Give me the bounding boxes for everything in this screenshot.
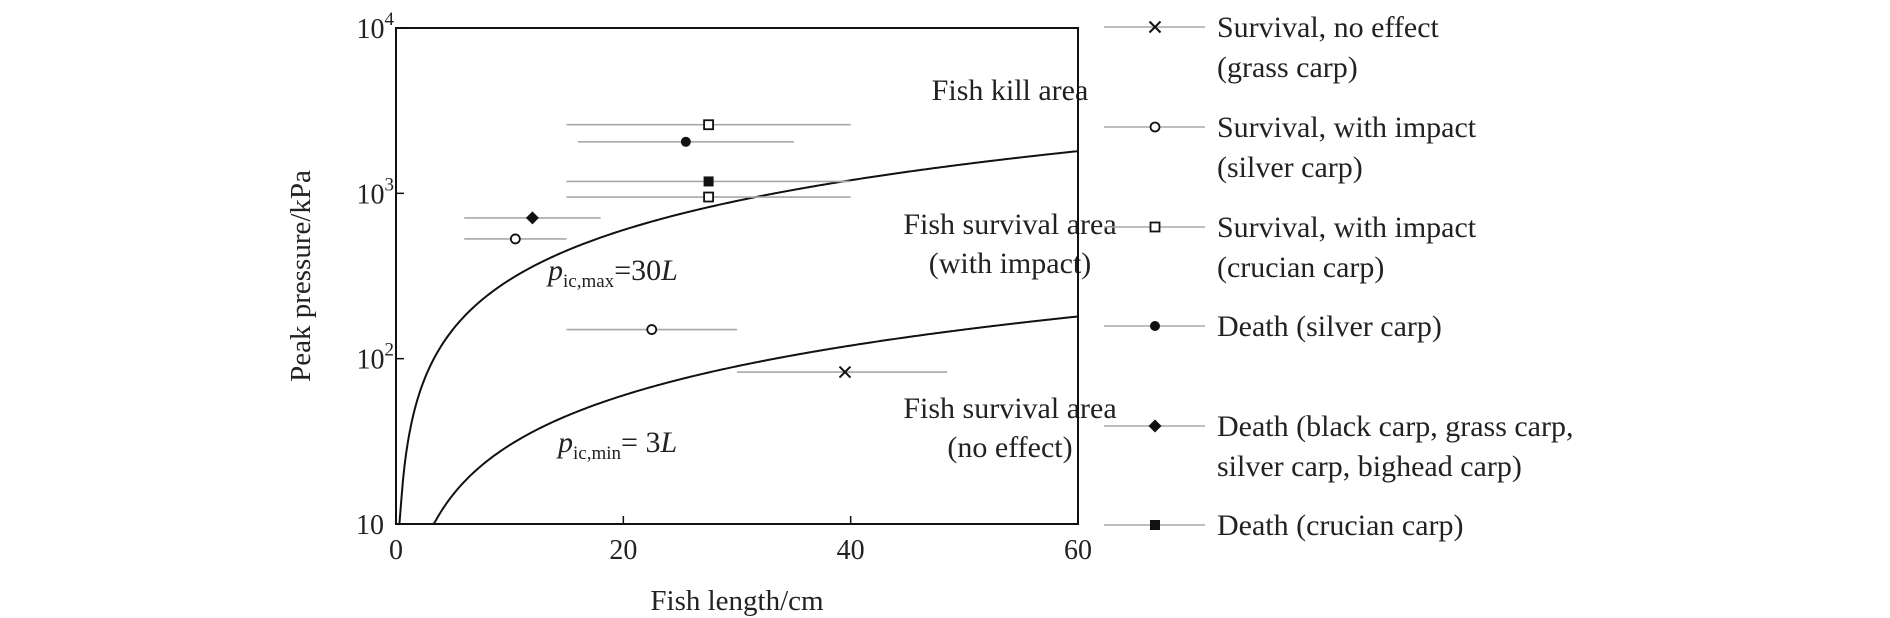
curve-label-1-var: L	[659, 426, 677, 459]
curve-label-0-rest: =30	[614, 254, 661, 287]
annotation-1: Fish survival area	[903, 208, 1116, 241]
legend-label-4-1: silver carp, bighead carp)	[1217, 450, 1522, 483]
curve-label-0: pic,max=30L	[546, 254, 678, 292]
curve-label-0-sub: ic,max	[563, 271, 615, 292]
series-2-point-1-marker	[703, 119, 714, 131]
plot-frame	[395, 27, 1079, 525]
legend-label-0-0: Survival, no effect	[1217, 11, 1440, 44]
legend: Survival, no effect (grass carp) Survival,…	[1104, 11, 1573, 542]
annotation-0: Fish kill area	[932, 74, 1089, 107]
annotation-2: (with impact)	[929, 247, 1091, 280]
legend-label-0-1: (grass carp)	[1217, 51, 1358, 84]
curve-pic-max	[396, 150, 1079, 525]
curve-label-1-p: p	[556, 426, 573, 459]
series-5-point-0-marker	[703, 176, 714, 187]
series-2-point-0-marker	[703, 191, 714, 203]
y-tick-label-2: 103	[357, 174, 395, 210]
legend-label-2-0: Survival, with impact	[1217, 211, 1477, 244]
curve-label-1-rest: = 3	[621, 426, 660, 459]
plot-area: Fish kill area Fish survival area (with im…	[396, 74, 1117, 525]
series-3-point-0-marker	[680, 136, 691, 147]
y-tick-label-3: 104	[357, 9, 395, 45]
legend-label-3-0: Death (silver carp)	[1217, 310, 1442, 343]
curve-label-0-var: L	[660, 254, 678, 287]
legend-marker-4	[1148, 419, 1162, 433]
y-tick-base-0: 10	[356, 510, 384, 541]
annotation-3: Fish survival area	[903, 392, 1116, 425]
series-1-point-0-marker	[509, 233, 521, 245]
x-tick-label-1: 20	[609, 535, 637, 566]
y-tick-label-1: 102	[357, 340, 395, 376]
annotation-4: (no effect)	[947, 431, 1072, 464]
x-axis-label: Fish length/cm	[650, 585, 824, 617]
legend-marker-0-stroke-b	[1148, 20, 1162, 34]
legend-label-4-0: Death (black carp, grass carp,	[1217, 410, 1573, 443]
curve-pic-min	[396, 315, 1079, 525]
y-tick-base-1: 10	[357, 345, 385, 376]
legend-marker-3	[1150, 321, 1160, 331]
legend-label-1-0: Survival, with impact	[1217, 111, 1477, 144]
y-tick-base-2: 10	[357, 179, 385, 210]
legend-marker-1	[1149, 121, 1161, 133]
y-tick-exp-2: 3	[385, 174, 395, 195]
y-tick-exp-3: 4	[385, 9, 395, 30]
y-axis-label: Peak pressure/kPa	[285, 170, 317, 382]
series-1-point-1-marker	[646, 324, 658, 335]
y-tick-base-3: 10	[357, 14, 385, 45]
legend-label-1-1: (silver carp)	[1217, 151, 1363, 184]
legend-label-2-1: (crucian carp)	[1217, 251, 1384, 284]
legend-marker-5	[1150, 520, 1160, 530]
series-4-point-0-marker	[525, 211, 539, 225]
curve-label-0-p: p	[546, 254, 563, 287]
series-0-point-0-marker-stroke-b	[838, 365, 852, 379]
y-tick-exp-1: 2	[385, 340, 395, 361]
x-tick-label-0: 0	[389, 535, 403, 566]
y-tick-label-0: 10	[356, 510, 384, 541]
legend-label-5-0: Death (crucian carp)	[1217, 509, 1464, 542]
series-0-point-0-marker	[838, 365, 852, 379]
curve-label-1: pic,min= 3L	[556, 426, 677, 464]
x-tick-label-2: 40	[837, 535, 865, 566]
legend-marker-0	[1148, 20, 1162, 34]
x-tick-label-3: 60	[1064, 535, 1092, 566]
curve-label-1-sub: ic,min	[573, 443, 622, 464]
legend-marker-2	[1149, 221, 1161, 233]
